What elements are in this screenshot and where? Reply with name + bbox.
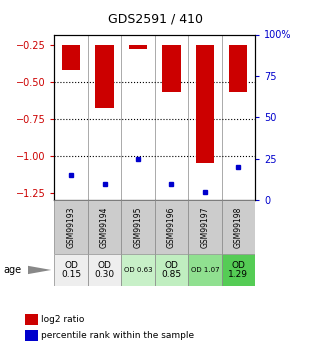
Text: OD
0.85: OD 0.85 (161, 260, 182, 279)
Text: OD
1.29: OD 1.29 (228, 260, 248, 279)
Text: GSM99196: GSM99196 (167, 206, 176, 248)
Bar (62, 45, 80, 70)
Bar (95, 45, 114, 108)
Text: GDS2591 / 410: GDS2591 / 410 (108, 12, 203, 25)
FancyBboxPatch shape (222, 200, 255, 254)
FancyBboxPatch shape (188, 254, 221, 286)
Bar (129, 45, 147, 49)
Text: GSM99194: GSM99194 (100, 206, 109, 248)
Text: GSM99195: GSM99195 (133, 206, 142, 248)
Text: percentile rank within the sample: percentile rank within the sample (41, 331, 194, 340)
FancyBboxPatch shape (88, 200, 121, 254)
FancyBboxPatch shape (121, 200, 155, 254)
Bar (162, 45, 181, 92)
FancyBboxPatch shape (188, 200, 221, 254)
Text: OD
0.30: OD 0.30 (95, 260, 115, 279)
FancyBboxPatch shape (54, 200, 88, 254)
Text: GSM99193: GSM99193 (67, 206, 76, 248)
Text: GSM99198: GSM99198 (234, 206, 243, 247)
FancyBboxPatch shape (155, 200, 188, 254)
Text: OD
0.15: OD 0.15 (61, 260, 81, 279)
Polygon shape (28, 266, 51, 274)
FancyBboxPatch shape (222, 254, 255, 286)
Text: age: age (3, 265, 21, 275)
FancyBboxPatch shape (54, 254, 88, 286)
Bar (196, 45, 214, 163)
FancyBboxPatch shape (155, 254, 188, 286)
Text: GSM99197: GSM99197 (200, 206, 209, 248)
Bar (25, 314, 38, 325)
FancyBboxPatch shape (88, 254, 121, 286)
Bar (229, 45, 248, 92)
Bar (25, 330, 38, 341)
Text: OD 1.07: OD 1.07 (191, 267, 219, 273)
Text: log2 ratio: log2 ratio (41, 315, 85, 324)
FancyBboxPatch shape (121, 254, 155, 286)
Text: OD 0.63: OD 0.63 (124, 267, 152, 273)
